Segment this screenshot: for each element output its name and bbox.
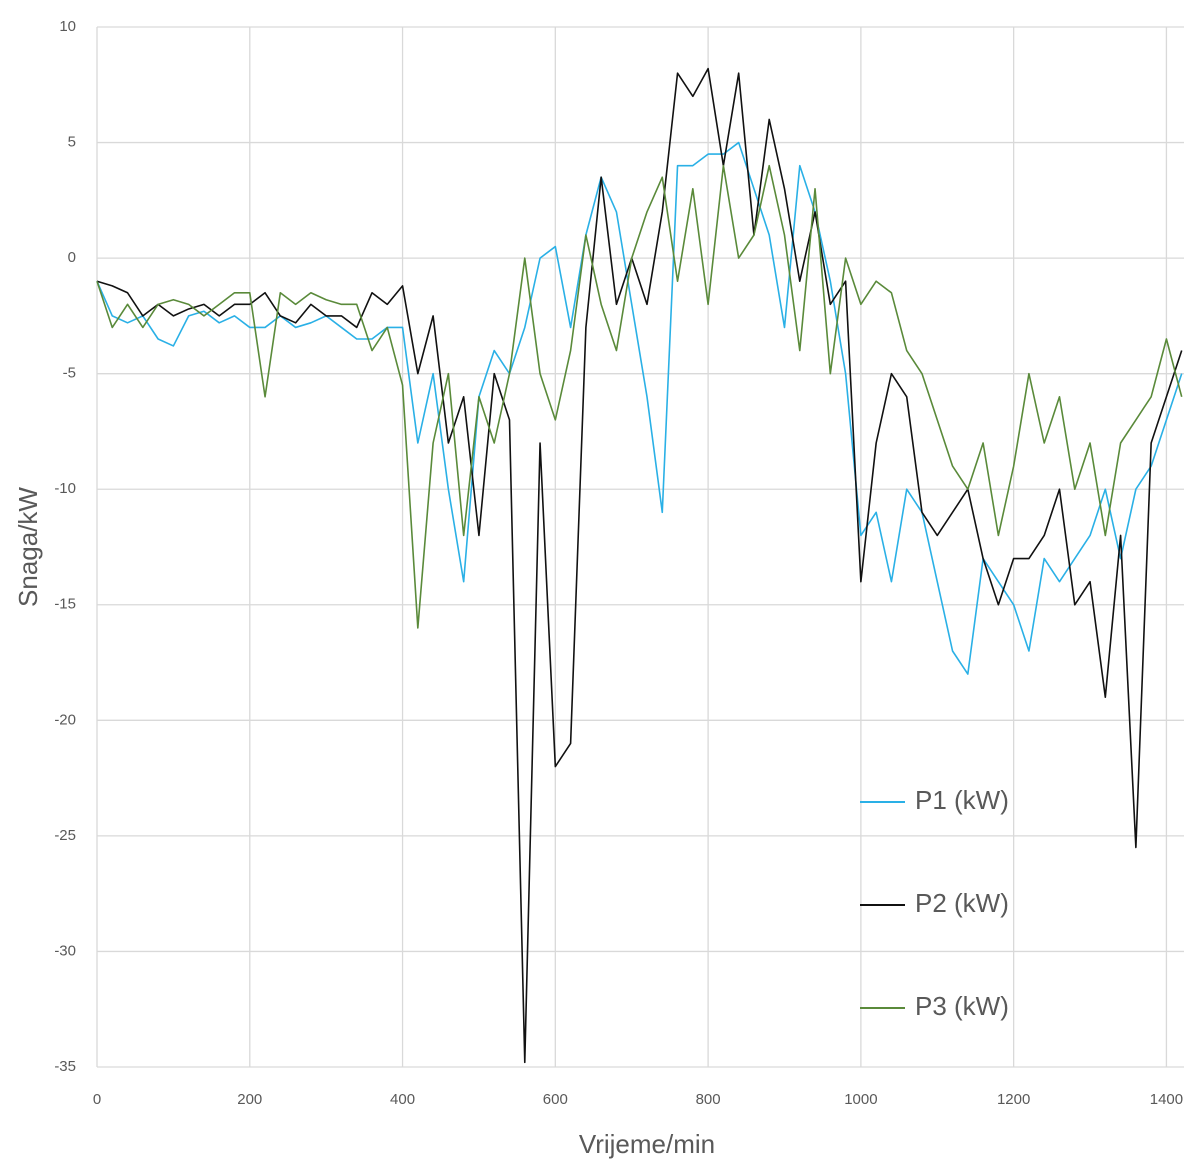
y-tick-label: 5 <box>68 134 76 151</box>
series-line <box>96 67 1183 1064</box>
y-tick-label: -5 <box>63 365 76 382</box>
y-tick-label: -10 <box>54 480 76 497</box>
x-tick-label: 0 <box>93 1091 101 1108</box>
y-axis-title: Snaga/kW <box>13 487 43 607</box>
y-tick-label: -15 <box>54 596 76 613</box>
legend-label: P2 (kW) <box>915 888 1009 918</box>
y-tick-label: 10 <box>59 18 76 35</box>
y-tick-label: -35 <box>54 1058 76 1075</box>
y-tick-label: -20 <box>54 711 76 728</box>
legend-label: P3 (kW) <box>915 991 1009 1021</box>
x-tick-label: 800 <box>696 1091 721 1108</box>
legend-label: P1 (kW) <box>915 785 1009 815</box>
x-tick-label: 1400 <box>1150 1091 1183 1108</box>
x-tick-label: 600 <box>543 1091 568 1108</box>
series-line <box>96 141 1183 675</box>
y-tick-label: -25 <box>54 827 76 844</box>
y-tick-label: -30 <box>54 942 76 959</box>
x-tick-label: 200 <box>237 1091 262 1108</box>
x-tick-label: 1200 <box>997 1091 1030 1108</box>
x-axis-title: Vrijeme/min <box>579 1129 715 1159</box>
x-tick-label: 400 <box>390 1091 415 1108</box>
series-line <box>96 164 1183 629</box>
x-tick-label: 1000 <box>844 1091 877 1108</box>
y-tick-label: 0 <box>68 249 76 266</box>
